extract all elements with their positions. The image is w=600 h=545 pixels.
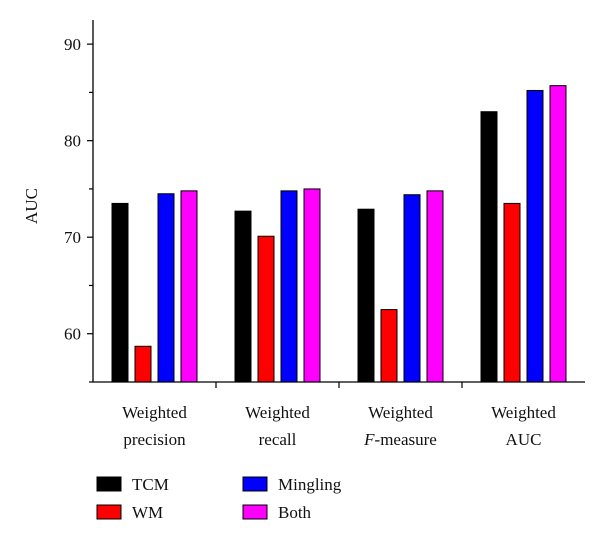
x-tick-label-line1: Weighted — [368, 403, 433, 422]
x-tick-label-text: AUC — [506, 430, 542, 449]
bar-mingling-3 — [403, 194, 421, 383]
bar-tcm-2 — [234, 210, 252, 383]
x-tick-label-italic: F — [363, 430, 375, 449]
legend-label-both: Both — [278, 503, 312, 522]
bar-wm-1 — [134, 345, 152, 383]
bar-tcm-3 — [357, 208, 375, 383]
bar-wm-3 — [380, 309, 398, 383]
y-tick-label: 60 — [64, 325, 81, 344]
x-tick-label-text: -measure — [375, 430, 437, 449]
y-tick-label: 70 — [64, 228, 81, 247]
legend-label-wm: WM — [132, 503, 163, 522]
x-tick-label-line2: precision — [123, 430, 186, 449]
x-tick-label-text: recall — [259, 430, 297, 449]
bar-wm-2 — [257, 235, 275, 383]
x-tick-label-line1: Weighted — [491, 403, 556, 422]
x-tick-label-line1: Weighted — [245, 403, 310, 422]
x-tick-label-line2: recall — [259, 430, 297, 449]
legend-swatch-both — [242, 504, 268, 520]
axes — [92, 20, 585, 383]
x-tick-label-text: precision — [123, 430, 186, 449]
legend-swatch-mingling — [242, 476, 268, 492]
plot-area: 60 70 80 90 Weighted precision Weighted recall W… — [64, 35, 567, 449]
x-tick-label-line1: Weighted — [122, 403, 187, 422]
bar-tcm-1 — [111, 202, 129, 383]
bar-wm-4 — [503, 202, 521, 383]
legend-label-tcm: TCM — [132, 475, 169, 494]
bar-tcm-4 — [480, 111, 498, 383]
legend-swatch-wm — [96, 504, 122, 520]
legend-swatch-tcm — [96, 476, 122, 492]
legend-label-mingling: Mingling — [278, 475, 342, 494]
bar-both-4 — [549, 85, 567, 383]
x-tick-label-line2: AUC — [506, 430, 542, 449]
y-tick-label: 80 — [64, 132, 81, 151]
bar-mingling-4 — [526, 89, 544, 383]
y-axis-label: AUC — [22, 188, 41, 224]
bar-mingling-1 — [157, 193, 175, 383]
bar-both-1 — [180, 190, 198, 383]
bar-mingling-2 — [280, 190, 298, 383]
bar-both-2 — [303, 188, 321, 383]
x-tick-label-line2: F-measure — [363, 430, 437, 449]
bar-both-3 — [426, 190, 444, 383]
y-tick-label: 90 — [64, 35, 81, 54]
legend: TCM WM Mingling Both — [96, 475, 342, 522]
